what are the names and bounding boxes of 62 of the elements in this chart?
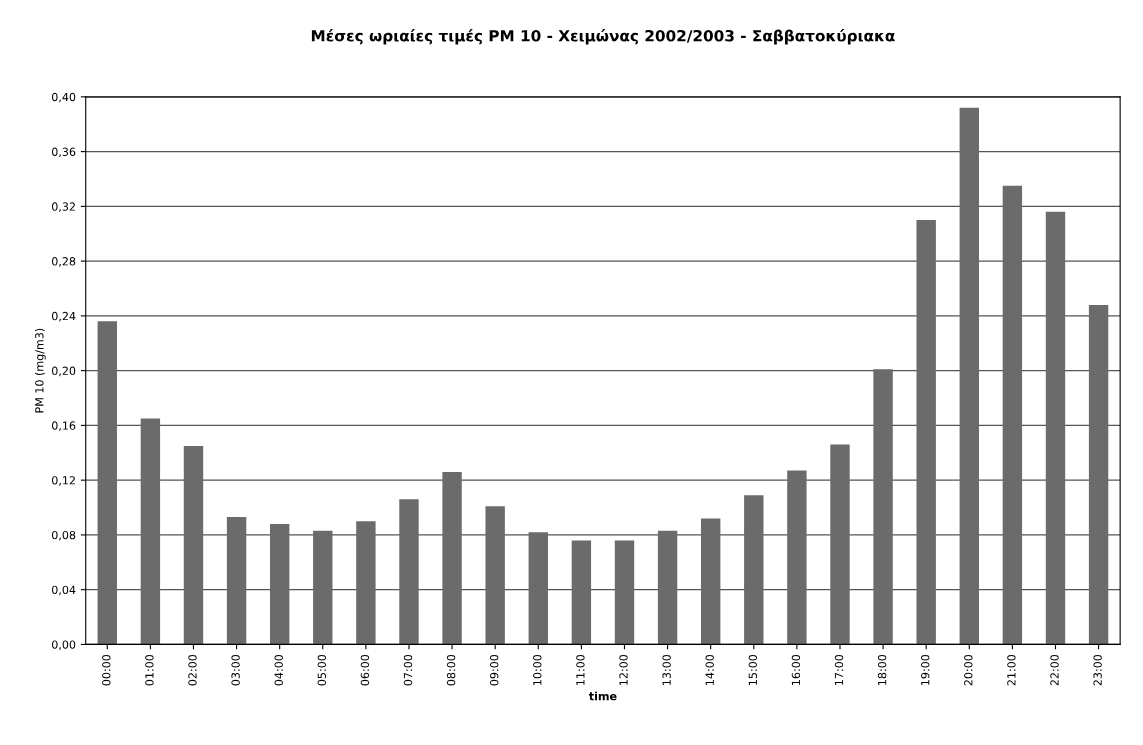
y-tick-label: 0,12 bbox=[52, 476, 75, 486]
y-tick-label: 0,08 bbox=[52, 530, 76, 541]
bar bbox=[140, 418, 161, 645]
x-tick-label: 12:00 bbox=[619, 654, 628, 685]
bar bbox=[571, 540, 592, 645]
y-tick-label: 0,28 bbox=[52, 257, 76, 267]
x-tick-label: 21:00 bbox=[1007, 654, 1016, 686]
x-tick-label: 14:00 bbox=[705, 654, 714, 685]
y-tick-label: 0,24 bbox=[52, 311, 76, 322]
bar bbox=[313, 530, 333, 645]
bar bbox=[442, 471, 462, 645]
y-tick-label: 0,40 bbox=[52, 92, 76, 103]
bar bbox=[183, 445, 204, 645]
bar bbox=[657, 530, 678, 645]
bar bbox=[269, 523, 290, 645]
y-tick-label: 0,16 bbox=[52, 421, 76, 431]
x-tick-label: 09:00 bbox=[490, 654, 499, 686]
x-tick-label: 13:00 bbox=[662, 654, 671, 685]
x-tick-label: 06:00 bbox=[360, 654, 370, 686]
bar bbox=[97, 321, 117, 645]
x-tick-label: 17:00 bbox=[834, 654, 844, 685]
bar bbox=[787, 470, 807, 645]
x-tick-label: 11:00 bbox=[576, 654, 585, 685]
x-tick-label: 19:00 bbox=[921, 654, 930, 685]
x-tick-label: 23:00 bbox=[1093, 654, 1102, 686]
y-tick-label: 0,36 bbox=[52, 147, 76, 158]
bar bbox=[873, 369, 893, 645]
bar bbox=[959, 107, 979, 645]
x-tick-label: 03:00 bbox=[231, 654, 240, 686]
x-tick-label: 10:00 bbox=[533, 654, 542, 685]
bar bbox=[1088, 304, 1109, 645]
x-tick-label: 07:00 bbox=[403, 654, 413, 686]
bar bbox=[356, 521, 376, 645]
y-tick-label: 0,20 bbox=[52, 366, 76, 377]
y-tick-label: 0,04 bbox=[52, 585, 76, 596]
bar bbox=[1045, 211, 1066, 645]
bar bbox=[614, 540, 635, 645]
x-tick-label: 04:00 bbox=[274, 654, 283, 686]
bar bbox=[399, 499, 419, 645]
bar bbox=[226, 517, 247, 645]
x-tick-label: 18:00 bbox=[877, 654, 887, 685]
bar bbox=[830, 444, 850, 645]
x-axis-title: time bbox=[588, 691, 617, 701]
bar bbox=[700, 518, 721, 645]
x-tick-label: 02:00 bbox=[188, 654, 197, 686]
bar bbox=[744, 495, 764, 645]
y-tick-label: 0,00 bbox=[52, 640, 76, 650]
x-tick-label: 01:00 bbox=[145, 654, 154, 686]
y-tick-label: 0,32 bbox=[52, 202, 75, 212]
x-tick-label: 22:00 bbox=[1050, 654, 1059, 686]
bar bbox=[916, 220, 936, 645]
chart-title: Μέσες ωριαίες τιμές PM 10 - Χειμώνας 2002/2003 - Σαββατοκύριακα bbox=[311, 29, 895, 45]
bar bbox=[528, 532, 548, 645]
bar bbox=[485, 506, 505, 645]
bar bbox=[1002, 185, 1023, 645]
x-tick-label: 16:00 bbox=[791, 654, 801, 685]
x-tick-label: 05:00 bbox=[317, 654, 326, 686]
y-axis-title: PM 10 (mg/m3) bbox=[34, 328, 46, 413]
x-tick-label: 00:00 bbox=[102, 654, 111, 686]
x-tick-label: 15:00 bbox=[748, 654, 758, 685]
x-tick-label: 20:00 bbox=[964, 654, 973, 686]
x-tick-label: 08:00 bbox=[446, 654, 456, 686]
